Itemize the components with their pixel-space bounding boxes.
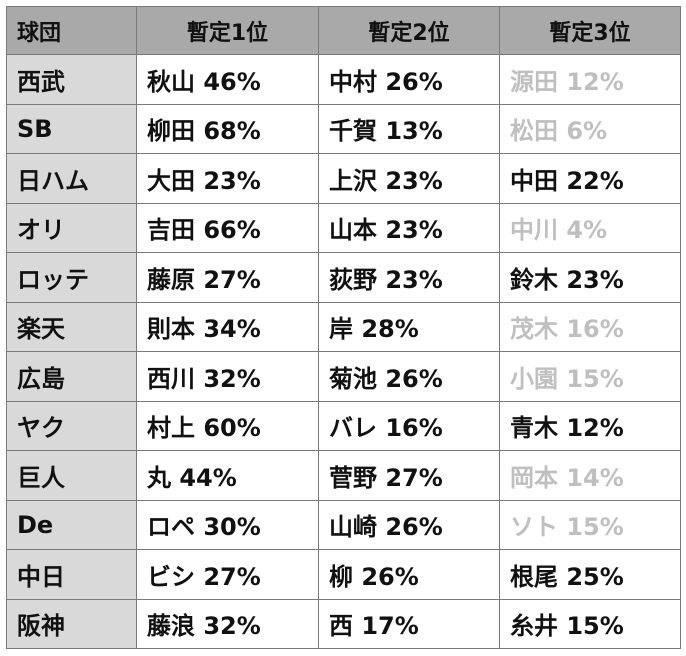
rank-1-cell: 大田 23% — [136, 153, 319, 204]
table-row: 広島 西川 32% 菊池 26% 小園 15% — [6, 351, 681, 402]
team-cell: 西武 — [6, 54, 137, 105]
rank-3-cell: 糸井 15% — [499, 598, 681, 649]
table-row: 中日 ビシ 27% 柳 26% 根尾 25% — [6, 549, 681, 600]
header-team: 球団 — [6, 6, 137, 55]
rank-2-cell: 荻野 23% — [318, 252, 500, 303]
rank-1-cell: 則本 34% — [136, 301, 319, 352]
team-cell: SB — [6, 103, 137, 154]
table-row: 巨人丸 44% 菅野 27% 岡本 14% — [6, 450, 681, 501]
rank-1-cell: ロペ 30% — [136, 499, 319, 550]
rank-2-cell: 岸 28% — [318, 301, 500, 352]
table-row: 日ハム 大田 23% 上沢 23% 中田 22% — [6, 153, 681, 204]
rank-2-cell: 上沢 23% — [318, 153, 500, 204]
team-cell: 楽天 — [6, 301, 137, 352]
ranking-table: 球団 暫定1位 暫定2位 暫定3位 西武 秋山 46% 中村 26% 源田 12% SB… — [6, 6, 681, 649]
rank-3-cell: 中川 4% — [499, 202, 681, 253]
rank-3-cell: 小園 15% — [499, 351, 681, 402]
rank-1-cell: 柳田 68% — [136, 103, 319, 154]
table-header: 球団 暫定1位 暫定2位 暫定3位 — [6, 6, 681, 55]
rank-3-cell: 松田 6% — [499, 103, 681, 154]
team-cell: 中日 — [6, 549, 137, 600]
table-row: De ロペ 30% 山崎 26% ソト 15% — [6, 499, 681, 550]
rank-2-cell: 山本 23% — [318, 202, 500, 253]
header-rank-3: 暫定3位 — [499, 6, 681, 55]
table-row: ヤク 村上 60% バレ 16% 青木 12% — [6, 400, 681, 451]
rank-3-cell: 鈴木 23% — [499, 252, 681, 303]
table-row: ロッテ 藤原 27% 荻野 23% 鈴木 23% — [6, 252, 681, 303]
rank-1-cell: 西川 32% — [136, 351, 319, 402]
team-cell: オリ — [6, 202, 137, 253]
rank-2-cell: 菊池 26% — [318, 351, 500, 402]
table-body: 西武 秋山 46% 中村 26% 源田 12% SB 柳田 68% 千賀 13% 松田 6% 日… — [6, 54, 681, 649]
team-cell: 広島 — [6, 351, 137, 402]
table-row: 楽天 則本 34% 岸 28% 茂木 16% — [6, 301, 681, 352]
rank-1-cell: ビシ 27% — [136, 549, 319, 600]
rank-2-cell: 千賀 13% — [318, 103, 500, 154]
rank-3-cell: ソト 15% — [499, 499, 681, 550]
rank-2-cell: 中村 26% — [318, 54, 500, 105]
rank-2-cell: 菅野 27% — [318, 450, 500, 501]
header-row: 球団 暫定1位 暫定2位 暫定3位 — [6, 6, 681, 55]
rank-2-cell: 柳 26% — [318, 549, 500, 600]
team-cell: ロッテ — [6, 252, 137, 303]
rank-3-cell: 根尾 25% — [499, 549, 681, 600]
rank-1-cell: 藤原 27% — [136, 252, 319, 303]
rank-2-cell: 山崎 26% — [318, 499, 500, 550]
team-cell: 日ハム — [6, 153, 137, 204]
team-cell: De — [6, 499, 137, 550]
rank-3-cell: 岡本 14% — [499, 450, 681, 501]
rank-1-cell: 丸 44% — [136, 450, 319, 501]
rank-1-cell: 村上 60% — [136, 400, 319, 451]
rank-3-cell: 茂木 16% — [499, 301, 681, 352]
rank-1-cell: 藤浪 32% — [136, 598, 319, 649]
rank-1-cell: 吉田 66% — [136, 202, 319, 253]
ranking-table-container: 球団 暫定1位 暫定2位 暫定3位 西武 秋山 46% 中村 26% 源田 12% SB… — [6, 6, 681, 650]
table-row: オリ 吉田 66% 山本 23% 中川 4% — [6, 202, 681, 253]
table-row: SB 柳田 68% 千賀 13% 松田 6% — [6, 103, 681, 154]
rank-2-cell: バレ 16% — [318, 400, 500, 451]
table-row: 西武 秋山 46% 中村 26% 源田 12% — [6, 54, 681, 105]
rank-1-cell: 秋山 46% — [136, 54, 319, 105]
rank-3-cell: 青木 12% — [499, 400, 681, 451]
team-cell: 阪神 — [6, 598, 137, 649]
header-rank-1: 暫定1位 — [136, 6, 319, 55]
rank-2-cell: 西 17% — [318, 598, 500, 649]
table-row: 阪神 藤浪 32% 西 17% 糸井 15% — [6, 598, 681, 649]
team-cell: 巨人 — [6, 450, 137, 501]
rank-3-cell: 源田 12% — [499, 54, 681, 105]
team-cell: ヤク — [6, 400, 137, 451]
rank-3-cell: 中田 22% — [499, 153, 681, 204]
header-rank-2: 暫定2位 — [318, 6, 500, 55]
